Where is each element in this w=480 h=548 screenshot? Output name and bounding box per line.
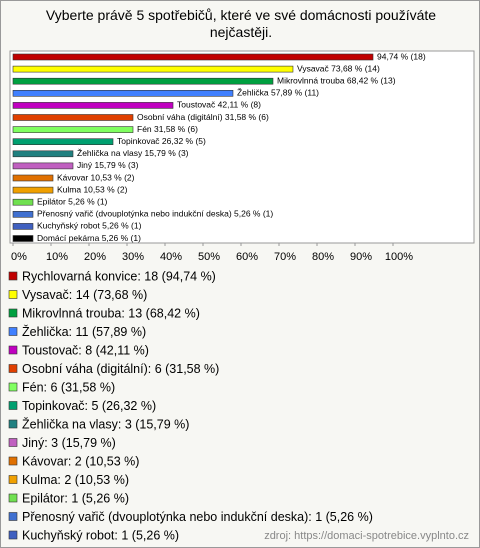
legend-swatch — [8, 382, 18, 392]
x-tick-label: 0% — [11, 251, 27, 263]
data-label: Topinkovač 26,32 % (5) — [117, 136, 206, 146]
bar — [12, 90, 234, 97]
data-label: Přenosný vařič (dvouplotýnka nebo indukč… — [37, 209, 273, 219]
bar — [12, 211, 34, 218]
data-label: Epilátor 5,26 % (1) — [37, 196, 108, 206]
legend-label: Kuchyňský robot: 1 (5,26 %) — [22, 528, 179, 542]
data-label: Domácí pekárna 5,26 % (1) — [37, 233, 141, 243]
legend-swatch — [8, 512, 18, 521]
data-label: Vysavač 73,68 % (14) — [297, 63, 380, 73]
data-label: 94,74 % (18) — [377, 51, 426, 61]
legend-label: Topinkovač: 5 (26,32 %) — [22, 399, 156, 413]
bar — [12, 77, 274, 85]
legend-label: Žehlička: 11 (57,89 %) — [22, 324, 146, 339]
legend-label: Mikrovlnná trouba: 13 (68,42 %) — [22, 306, 200, 320]
legend-label: Vysavač: 14 (73,68 %) — [22, 288, 147, 302]
bar — [12, 235, 34, 242]
legend-swatch — [8, 438, 18, 447]
legend-swatch — [8, 271, 18, 281]
data-label: Kuchyňský robot 5,26 % (1) — [37, 221, 142, 231]
bar — [12, 114, 134, 121]
data-label: Žehlička na vlasy 15,79 % (3) — [77, 148, 189, 158]
bar — [12, 174, 54, 182]
legend-label: Osobní váha (digitální): 6 (31,58 %) — [22, 362, 219, 376]
x-tick-label: 70% — [274, 251, 296, 263]
legend-swatch — [8, 493, 18, 503]
x-tick-label: 50% — [198, 251, 220, 263]
data-label: Kávovar 10,53 % (2) — [57, 172, 135, 182]
legend-swatch — [8, 456, 18, 466]
bar — [12, 186, 54, 194]
bar — [12, 126, 134, 133]
legend-swatch — [8, 401, 18, 410]
legend-label: Epilátor: 1 (5,26 %) — [22, 491, 129, 505]
legend-swatch — [8, 530, 18, 540]
bar — [12, 65, 294, 73]
legend-swatch — [8, 475, 18, 484]
x-tick-label: 40% — [160, 251, 182, 263]
legend-label: Přenosný vařič (dvouplotýnka nebo indukč… — [22, 510, 373, 524]
legend-swatch — [8, 290, 18, 299]
bar — [12, 150, 74, 158]
legend-swatch — [8, 364, 18, 373]
legend-label: Jiný: 3 (15,79 %) — [22, 436, 116, 450]
x-tick-label: 80% — [312, 251, 334, 263]
x-tick-label: 90% — [350, 251, 372, 263]
legend-swatch — [8, 419, 18, 429]
legend-label: Rychlovarná konvice: 18 (94,74 %) — [22, 269, 216, 283]
bar — [12, 198, 34, 206]
x-tick-label: 30% — [122, 251, 144, 263]
data-label: Osobní váha (digitální) 31,58 % (6) — [137, 112, 269, 122]
legend-swatch — [8, 345, 18, 355]
legend-swatch — [8, 308, 18, 318]
data-label: Jiný 15,79 % (3) — [77, 160, 139, 170]
data-label: Toustovač 42,11 % (8) — [177, 100, 261, 110]
bar — [12, 138, 114, 145]
x-tick-label: 10% — [46, 251, 68, 263]
legend-label: Fén: 6 (31,58 %) — [22, 380, 115, 394]
source: zdroj: https://domaci-spotrebice.vyplnto… — [264, 530, 469, 542]
bar — [12, 223, 34, 230]
legend-swatch — [8, 327, 18, 336]
bar — [12, 53, 374, 61]
x-tick-label: 60% — [236, 251, 258, 263]
bar — [12, 162, 74, 170]
x-tick-label: 100% — [385, 251, 413, 263]
legend-label: Žehlička na vlasy: 3 (15,79 %) — [22, 416, 189, 431]
legend-label: Toustovač: 8 (42,11 %) — [22, 343, 149, 357]
data-label: Mikrovlnná trouba 68,42 % (13) — [277, 75, 396, 85]
x-tick-label: 20% — [84, 251, 106, 263]
bar — [12, 102, 174, 109]
legend-label: Kávovar: 2 (10,53 %) — [22, 454, 139, 468]
legend-label: Kulma: 2 (10,53 %) — [22, 473, 129, 487]
data-label: Žehlička 57,89 % (11) — [237, 88, 319, 98]
data-label: Fén 31,58 % (6) — [137, 124, 198, 134]
data-label: Kulma 10,53 % (2) — [57, 184, 128, 194]
chart-title: Vyberte právě 5 spotřebičů, které ve své… — [45, 7, 437, 40]
